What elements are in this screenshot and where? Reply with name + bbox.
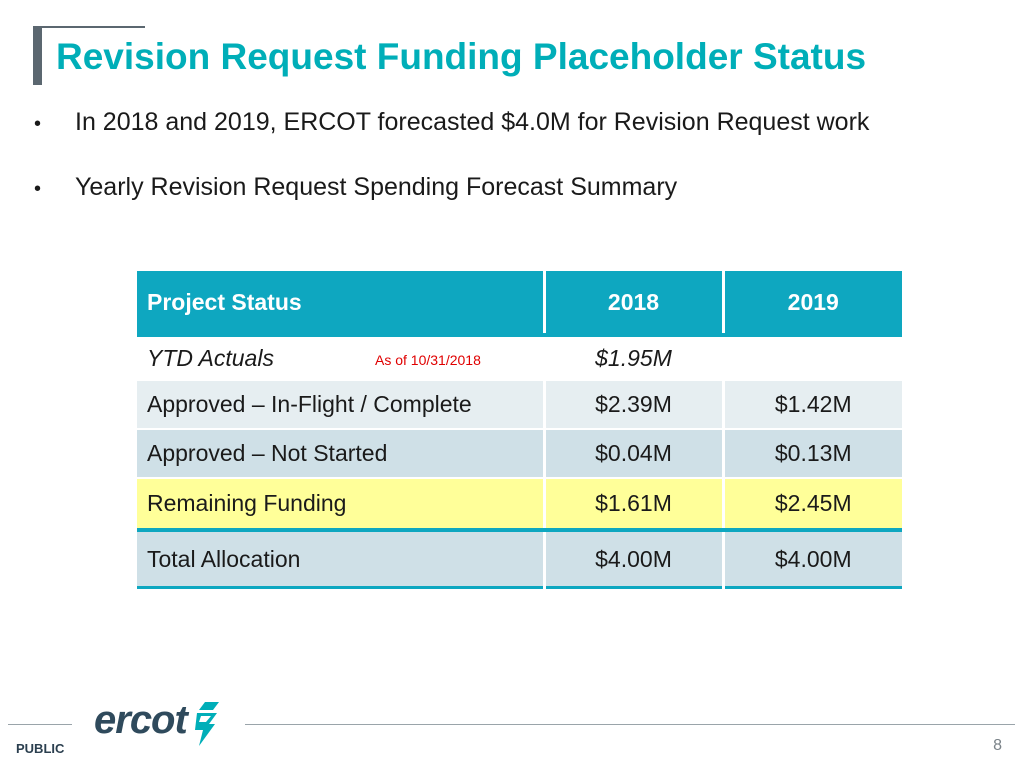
logo-wordmark: ercot bbox=[94, 698, 188, 742]
cell-2019: $1.42M bbox=[721, 379, 902, 429]
row-label: Approved – Not Started bbox=[137, 428, 544, 478]
bullet-item: • Yearly Revision Request Spending Forec… bbox=[34, 173, 1014, 209]
cell-2018: $1.61M bbox=[542, 477, 723, 530]
ercot-logo: ercot bbox=[94, 700, 221, 750]
cell-2019: $2.45M bbox=[721, 477, 902, 530]
row-label-cell: YTD Actuals As of 10/31/2018 bbox=[137, 335, 544, 380]
cell-2018: $2.39M bbox=[542, 379, 723, 429]
ercot-bolt-icon bbox=[194, 702, 219, 746]
table-row-total: Total Allocation $4.00M $4.00M bbox=[137, 528, 902, 588]
footer-divider-right bbox=[245, 724, 1015, 725]
column-header-project-status: Project Status bbox=[137, 271, 544, 335]
table-row: Approved – In-Flight / Complete $2.39M $… bbox=[137, 379, 902, 429]
cell-2018: $1.95M bbox=[542, 335, 723, 380]
cell-2018: $4.00M bbox=[542, 528, 723, 588]
column-header-2019: 2019 bbox=[721, 271, 902, 335]
row-label: Approved – In-Flight / Complete bbox=[137, 379, 544, 429]
cell-2019: $0.13M bbox=[721, 428, 902, 478]
bullet-list: • In 2018 and 2019, ERCOT forecasted $4.… bbox=[34, 108, 1014, 209]
cell-2018: $0.04M bbox=[542, 428, 723, 478]
bullet-marker: • bbox=[34, 113, 42, 135]
title-accent-bar bbox=[33, 26, 145, 85]
footer-divider-left bbox=[8, 724, 72, 725]
page-number: 8 bbox=[993, 737, 1002, 754]
table-row: YTD Actuals As of 10/31/2018 $1.95M bbox=[137, 335, 902, 380]
as-of-note: As of 10/31/2018 bbox=[375, 352, 481, 368]
table-header-row: Project Status 2018 2019 bbox=[137, 271, 902, 335]
slide-title: Revision Request Funding Placeholder Sta… bbox=[56, 36, 867, 77]
table-row: Approved – Not Started $0.04M $0.13M bbox=[137, 428, 902, 478]
table-row-highlighted: Remaining Funding $1.61M $2.45M bbox=[137, 477, 902, 530]
classification-label: PUBLIC bbox=[16, 741, 65, 756]
bullet-item: • In 2018 and 2019, ERCOT forecasted $4.… bbox=[34, 108, 1014, 144]
cell-2019 bbox=[721, 335, 902, 380]
bullet-marker: • bbox=[34, 178, 42, 200]
bullet-text: Yearly Revision Request Spending Forecas… bbox=[75, 173, 678, 201]
bullet-text: In 2018 and 2019, ERCOT forecasted $4.0M… bbox=[75, 108, 870, 136]
row-label: YTD Actuals bbox=[147, 344, 274, 371]
row-label: Total Allocation bbox=[137, 528, 544, 588]
column-header-2018: 2018 bbox=[542, 271, 723, 335]
cell-2019: $4.00M bbox=[721, 528, 902, 588]
row-label: Remaining Funding bbox=[137, 477, 544, 530]
funding-status-table: Project Status 2018 2019 YTD Actuals As … bbox=[137, 271, 902, 589]
